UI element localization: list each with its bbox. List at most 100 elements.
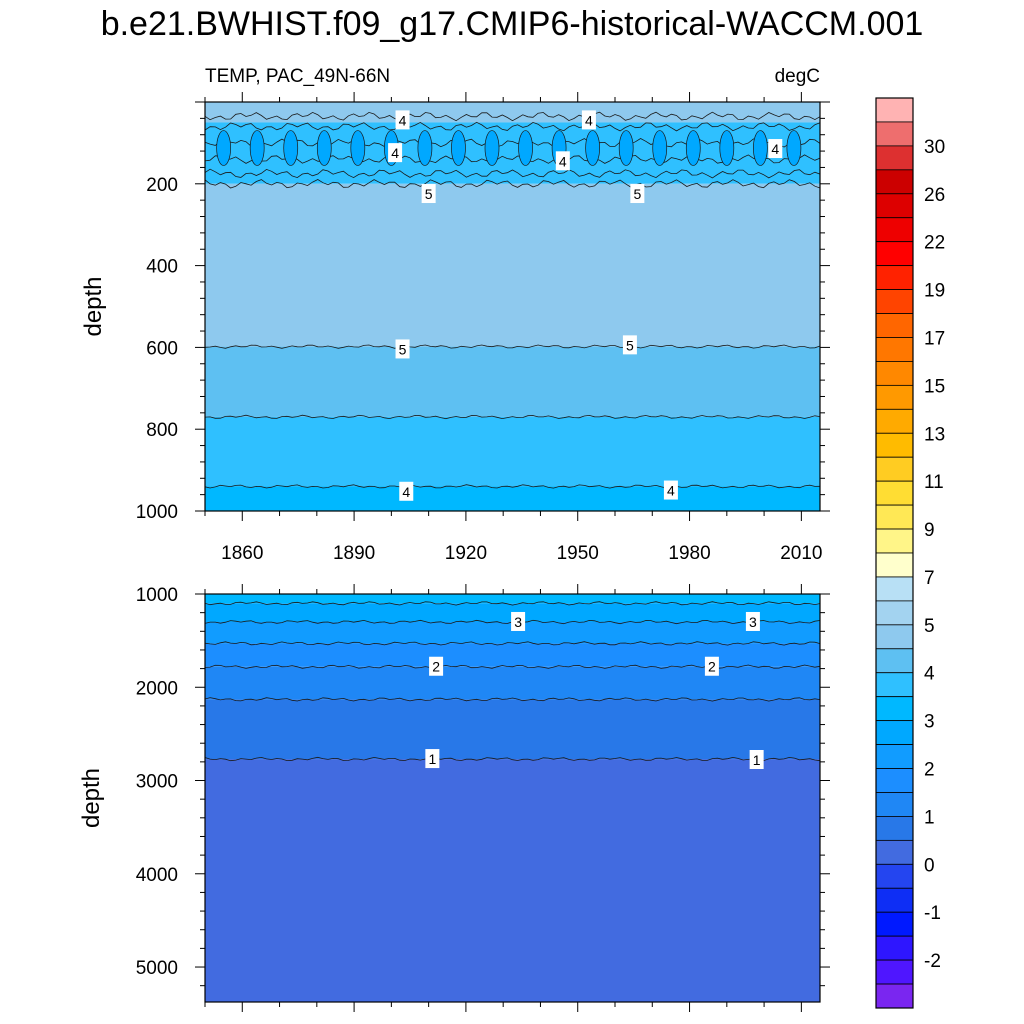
contour-cell [618,130,634,166]
contour-label-box [663,480,678,500]
colorbar-label: 17 [924,328,945,349]
contour-line [204,414,821,420]
contour-label: 4 [399,112,407,128]
colorbar-swatch [875,265,914,290]
contour-band [205,643,820,667]
colorbar-swatch [875,97,914,123]
contour-label: 4 [391,145,399,161]
contour-band [205,346,820,417]
contour-line [204,697,821,702]
contour-label: 1 [428,751,436,767]
x-tick-label: 1950 [557,543,599,564]
y-tick-label: 1000 [136,502,178,523]
y-tick-label: 4000 [136,865,178,886]
contour-band [205,699,820,760]
colorbar-swatch [875,600,914,626]
colorbar-swatch [875,121,914,147]
colorbar-swatch [875,313,914,338]
contour-cell [316,130,332,166]
colorbar-swatch [875,816,914,841]
contour-label: 5 [626,337,634,353]
colorbar-swatch [875,456,914,482]
contour-label-box [395,339,410,359]
contour-label: 4 [402,484,410,500]
contour-label-box [421,184,436,204]
contour-label: 5 [425,186,433,202]
colorbar-swatch [875,792,914,817]
contour-label: 5 [399,341,407,357]
contour-cell [417,130,433,166]
colorbar-label: 9 [924,520,935,541]
colorbar-swatch [875,217,914,243]
colorbar-swatch [875,384,914,410]
contour-line [204,111,821,122]
contour-label-box [511,611,526,631]
y-tick-label: 800 [146,420,178,441]
contour-line [204,121,821,132]
colorbar-label: 11 [924,472,944,493]
colorbar-swatch [875,145,914,171]
colorbar-label: 2 [924,760,935,781]
contour-cell [283,130,299,166]
x-tick-label: 1920 [445,543,487,564]
subtitle-left: TEMP, PAC_49N-66N [205,66,390,87]
contour-band [205,666,820,700]
colorbar-label: 22 [924,233,945,254]
y-tick-label: 600 [146,338,178,359]
colorbar-swatch [875,528,914,554]
plot-frame [204,593,821,1003]
contour-band [205,102,820,123]
contour-line [204,344,821,349]
colorbar-label: 3 [924,712,935,733]
contour-label-box [555,151,570,171]
contour-label: 5 [633,186,641,202]
lower-panel: 3 3 2 2 1 1 1000 2000 3000 4000 5000 depth [78,584,830,1012]
colorbar-label: 1 [924,807,935,828]
contour-line [204,138,821,148]
x-tick-label: 1890 [333,543,375,564]
colorbar-swatch [875,744,914,769]
colorbar-swatch [875,193,914,219]
x-tick-label: 2010 [780,543,822,564]
contour-line [204,756,821,762]
contour-cell [685,130,701,166]
colorbar-swatch [875,337,914,362]
colorbar-swatch [875,768,914,793]
contour-label: 3 [514,614,522,630]
colorbar-swatch [875,576,914,602]
contour-label-box [768,139,783,159]
colorbar-label: 0 [924,855,935,876]
colorbar-label: 26 [924,185,945,206]
contour-cell [518,130,533,166]
y-tick-label: 400 [146,257,178,278]
contour-cell [753,130,768,166]
contour-label: 4 [667,483,675,499]
contour-line [204,168,821,179]
colorbar-swatch [875,289,914,314]
contour-band [205,183,820,347]
contour-cell [249,130,265,166]
colorbar-swatch [875,408,914,434]
colorbar-swatch [875,169,914,195]
plot-frame [204,101,821,512]
contour-label: 2 [708,659,716,675]
y-tick-label: 1000 [136,585,178,606]
colorbar-label: 13 [924,424,945,445]
colorbar-swatch [875,887,914,913]
colorbar-swatch [875,241,914,267]
colorbar-label: 15 [924,376,945,397]
y-tick-label: 5000 [136,958,178,979]
y-tick-label: 200 [146,175,178,196]
colorbar-swatch [875,648,914,674]
contour-label-box [395,110,410,130]
y-tick-label: 2000 [136,678,178,699]
contour-label-box [630,184,645,204]
colorbar-label: 30 [924,137,945,158]
x-tick-label: 1980 [668,543,710,564]
contour-label-box [425,749,440,769]
contour-band [205,594,820,604]
contour-label-box [581,110,596,130]
contour-band [205,759,820,1002]
colorbar-swatch [875,911,914,937]
y-axis-label: depth [78,768,105,828]
